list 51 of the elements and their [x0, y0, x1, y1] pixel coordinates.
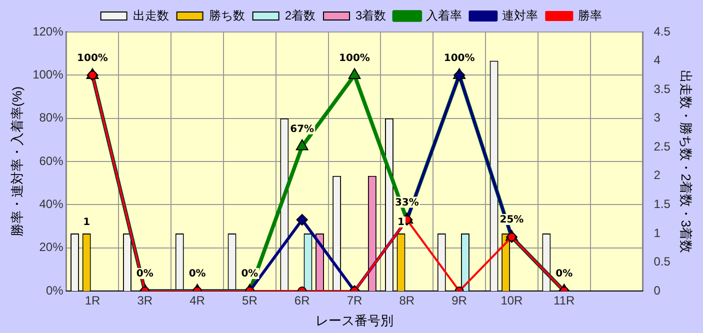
legend-label: 勝ち数 — [208, 8, 245, 22]
x-axis-title: レース番号別 — [316, 312, 394, 328]
x-tick-label: 1R — [84, 294, 100, 308]
y2-tick-label: 1 — [654, 226, 661, 240]
y-tick-label: 60% — [39, 154, 64, 168]
y2-tick-label: 4 — [654, 53, 661, 68]
y-tick-label: 40% — [39, 196, 64, 211]
x-tick-label: 11R — [554, 294, 576, 308]
data-label: 33% — [394, 197, 419, 208]
legend-label: 出走数 — [132, 8, 169, 22]
legend-label: 2着数 — [284, 8, 316, 22]
y2-tick-label: 2.5 — [654, 139, 671, 154]
x-tick-label: 8R — [399, 294, 415, 308]
x-tick-label: 7R — [346, 294, 363, 308]
y-tick-label: 20% — [39, 240, 64, 254]
data-label: 1 — [83, 217, 90, 228]
data-label: 25% — [500, 214, 524, 226]
point — [296, 139, 308, 150]
y2-tick-label: 1.5 — [654, 196, 671, 211]
legend-label: 勝率 — [578, 8, 602, 22]
x-tick-label: 4R — [190, 294, 206, 308]
y-tick-label: 120% — [32, 24, 64, 38]
y2-tick-label: 0 — [654, 283, 661, 298]
y-tick-label: 100% — [32, 67, 64, 82]
data-label: 0% — [556, 268, 573, 280]
y-tick-label: 80% — [39, 110, 64, 125]
legend-label: 入着率 — [426, 8, 462, 22]
x-tick-label: 5R — [242, 294, 258, 308]
data-label: 0% — [188, 268, 206, 280]
data-label: 1 — [398, 217, 405, 228]
y2-tick-label: 4.5 — [654, 24, 671, 38]
legend-label: 3着数 — [356, 8, 386, 22]
data-label: 100% — [444, 52, 475, 64]
y2-tick-label: 0.5 — [654, 254, 671, 269]
y2-tick-label: 3 — [654, 110, 661, 125]
x-tick-label: 3R — [137, 294, 153, 308]
y2-axis-title: 出走数・勝ち数・2着数・3着数 — [678, 70, 694, 254]
data-label: 67% — [290, 124, 314, 135]
y2-tick-label: 3.5 — [654, 82, 671, 96]
legend-label: 連対率 — [502, 8, 538, 22]
y-axis-title: 勝率・連対率・入着率(%) — [9, 86, 24, 237]
data-label: 100% — [77, 52, 108, 64]
x-tick-label: 9R — [452, 294, 468, 308]
y2-tick-label: 2 — [654, 168, 661, 182]
y-tick-label: 0% — [46, 283, 64, 298]
point — [348, 68, 361, 79]
x-tick-label: 10R — [500, 294, 524, 308]
data-label: 100% — [339, 52, 370, 64]
x-tick-label: 6R — [294, 294, 310, 308]
data-label: 0% — [136, 268, 154, 280]
data-label: 0% — [241, 268, 258, 280]
